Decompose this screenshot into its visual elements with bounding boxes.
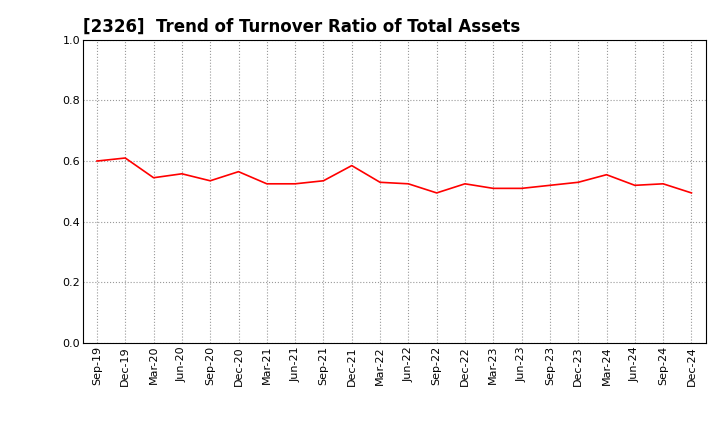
Text: [2326]  Trend of Turnover Ratio of Total Assets: [2326] Trend of Turnover Ratio of Total … [83,17,520,35]
